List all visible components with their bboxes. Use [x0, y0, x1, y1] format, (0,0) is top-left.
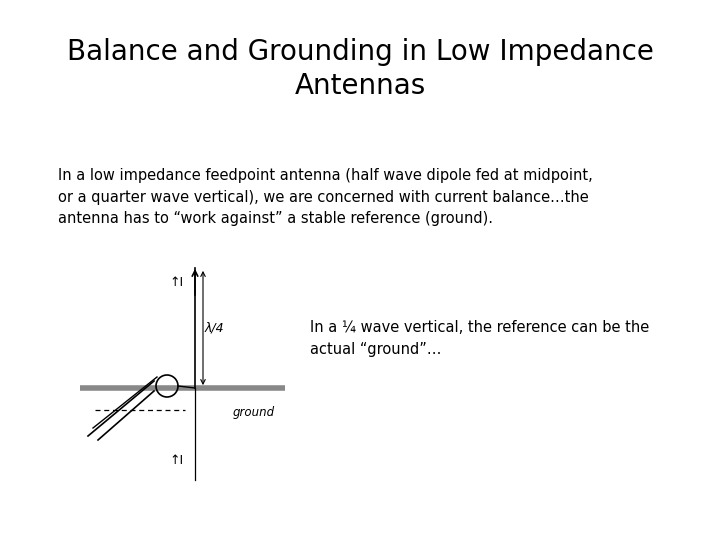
Text: ↑I: ↑I: [170, 276, 184, 289]
Text: ↑I: ↑I: [170, 454, 184, 467]
Text: Balance and Grounding in Low Impedance
Antennas: Balance and Grounding in Low Impedance A…: [66, 38, 654, 99]
Text: In a ¼ wave vertical, the reference can be the
actual “ground”…: In a ¼ wave vertical, the reference can …: [310, 320, 649, 356]
Text: In a low impedance feedpoint antenna (half wave dipole fed at midpoint,
or a qua: In a low impedance feedpoint antenna (ha…: [58, 168, 593, 226]
Text: ground: ground: [233, 406, 275, 419]
Text: λ/4: λ/4: [205, 321, 225, 334]
